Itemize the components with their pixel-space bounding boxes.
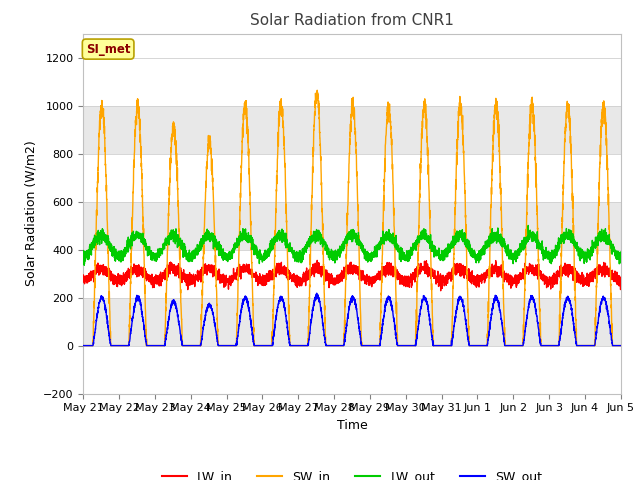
LW_out	[503, 249, 511, 254]
SW_in	[79, 343, 87, 348]
SW_out	[503, 343, 511, 348]
SW_in	[617, 343, 625, 348]
SW_in	[616, 343, 624, 348]
SW_in	[443, 343, 451, 348]
Bar	[83, 154, 621, 202]
Legend: LW_in, SW_in, LW_out, SW_out: LW_in, SW_in, LW_out, SW_out	[157, 465, 547, 480]
LW_in	[332, 278, 340, 284]
Bar	[83, 346, 621, 394]
LW_in	[503, 276, 511, 281]
LW_in	[437, 288, 445, 294]
LW_out	[81, 263, 88, 268]
LW_in	[617, 276, 625, 281]
Y-axis label: Solar Radiation (W/m2): Solar Radiation (W/m2)	[24, 141, 37, 287]
SW_in	[503, 343, 511, 348]
LW_in	[616, 279, 624, 285]
SW_out	[313, 290, 321, 296]
SW_in	[176, 244, 184, 250]
LW_in	[176, 268, 184, 274]
LW_out	[617, 255, 625, 261]
LW_out	[79, 251, 87, 257]
LW_out	[332, 250, 340, 256]
Bar	[83, 106, 621, 154]
SW_in	[472, 343, 480, 348]
Bar	[83, 58, 621, 106]
Title: Solar Radiation from CNR1: Solar Radiation from CNR1	[250, 13, 454, 28]
SW_out	[617, 343, 625, 348]
Line: SW_in: SW_in	[83, 90, 621, 346]
LW_in	[79, 279, 87, 285]
Line: LW_in: LW_in	[83, 260, 621, 291]
SW_out	[472, 343, 480, 348]
LW_out	[176, 237, 184, 242]
LW_in	[443, 279, 451, 285]
SW_out	[443, 343, 451, 348]
SW_out	[176, 326, 184, 332]
SW_in	[314, 87, 321, 93]
SW_in	[332, 343, 340, 348]
LW_out	[443, 252, 451, 257]
Line: LW_out: LW_out	[83, 226, 621, 265]
LW_in	[314, 257, 321, 263]
LW_out	[472, 257, 480, 263]
LW_out	[616, 252, 624, 258]
Bar	[83, 298, 621, 346]
Bar	[83, 202, 621, 250]
Bar	[83, 250, 621, 298]
SW_out	[79, 343, 87, 348]
LW_out	[524, 223, 532, 228]
X-axis label: Time: Time	[337, 419, 367, 432]
LW_in	[473, 280, 481, 286]
Line: SW_out: SW_out	[83, 293, 621, 346]
SW_out	[332, 343, 340, 348]
SW_out	[616, 343, 624, 348]
Text: SI_met: SI_met	[86, 43, 131, 56]
